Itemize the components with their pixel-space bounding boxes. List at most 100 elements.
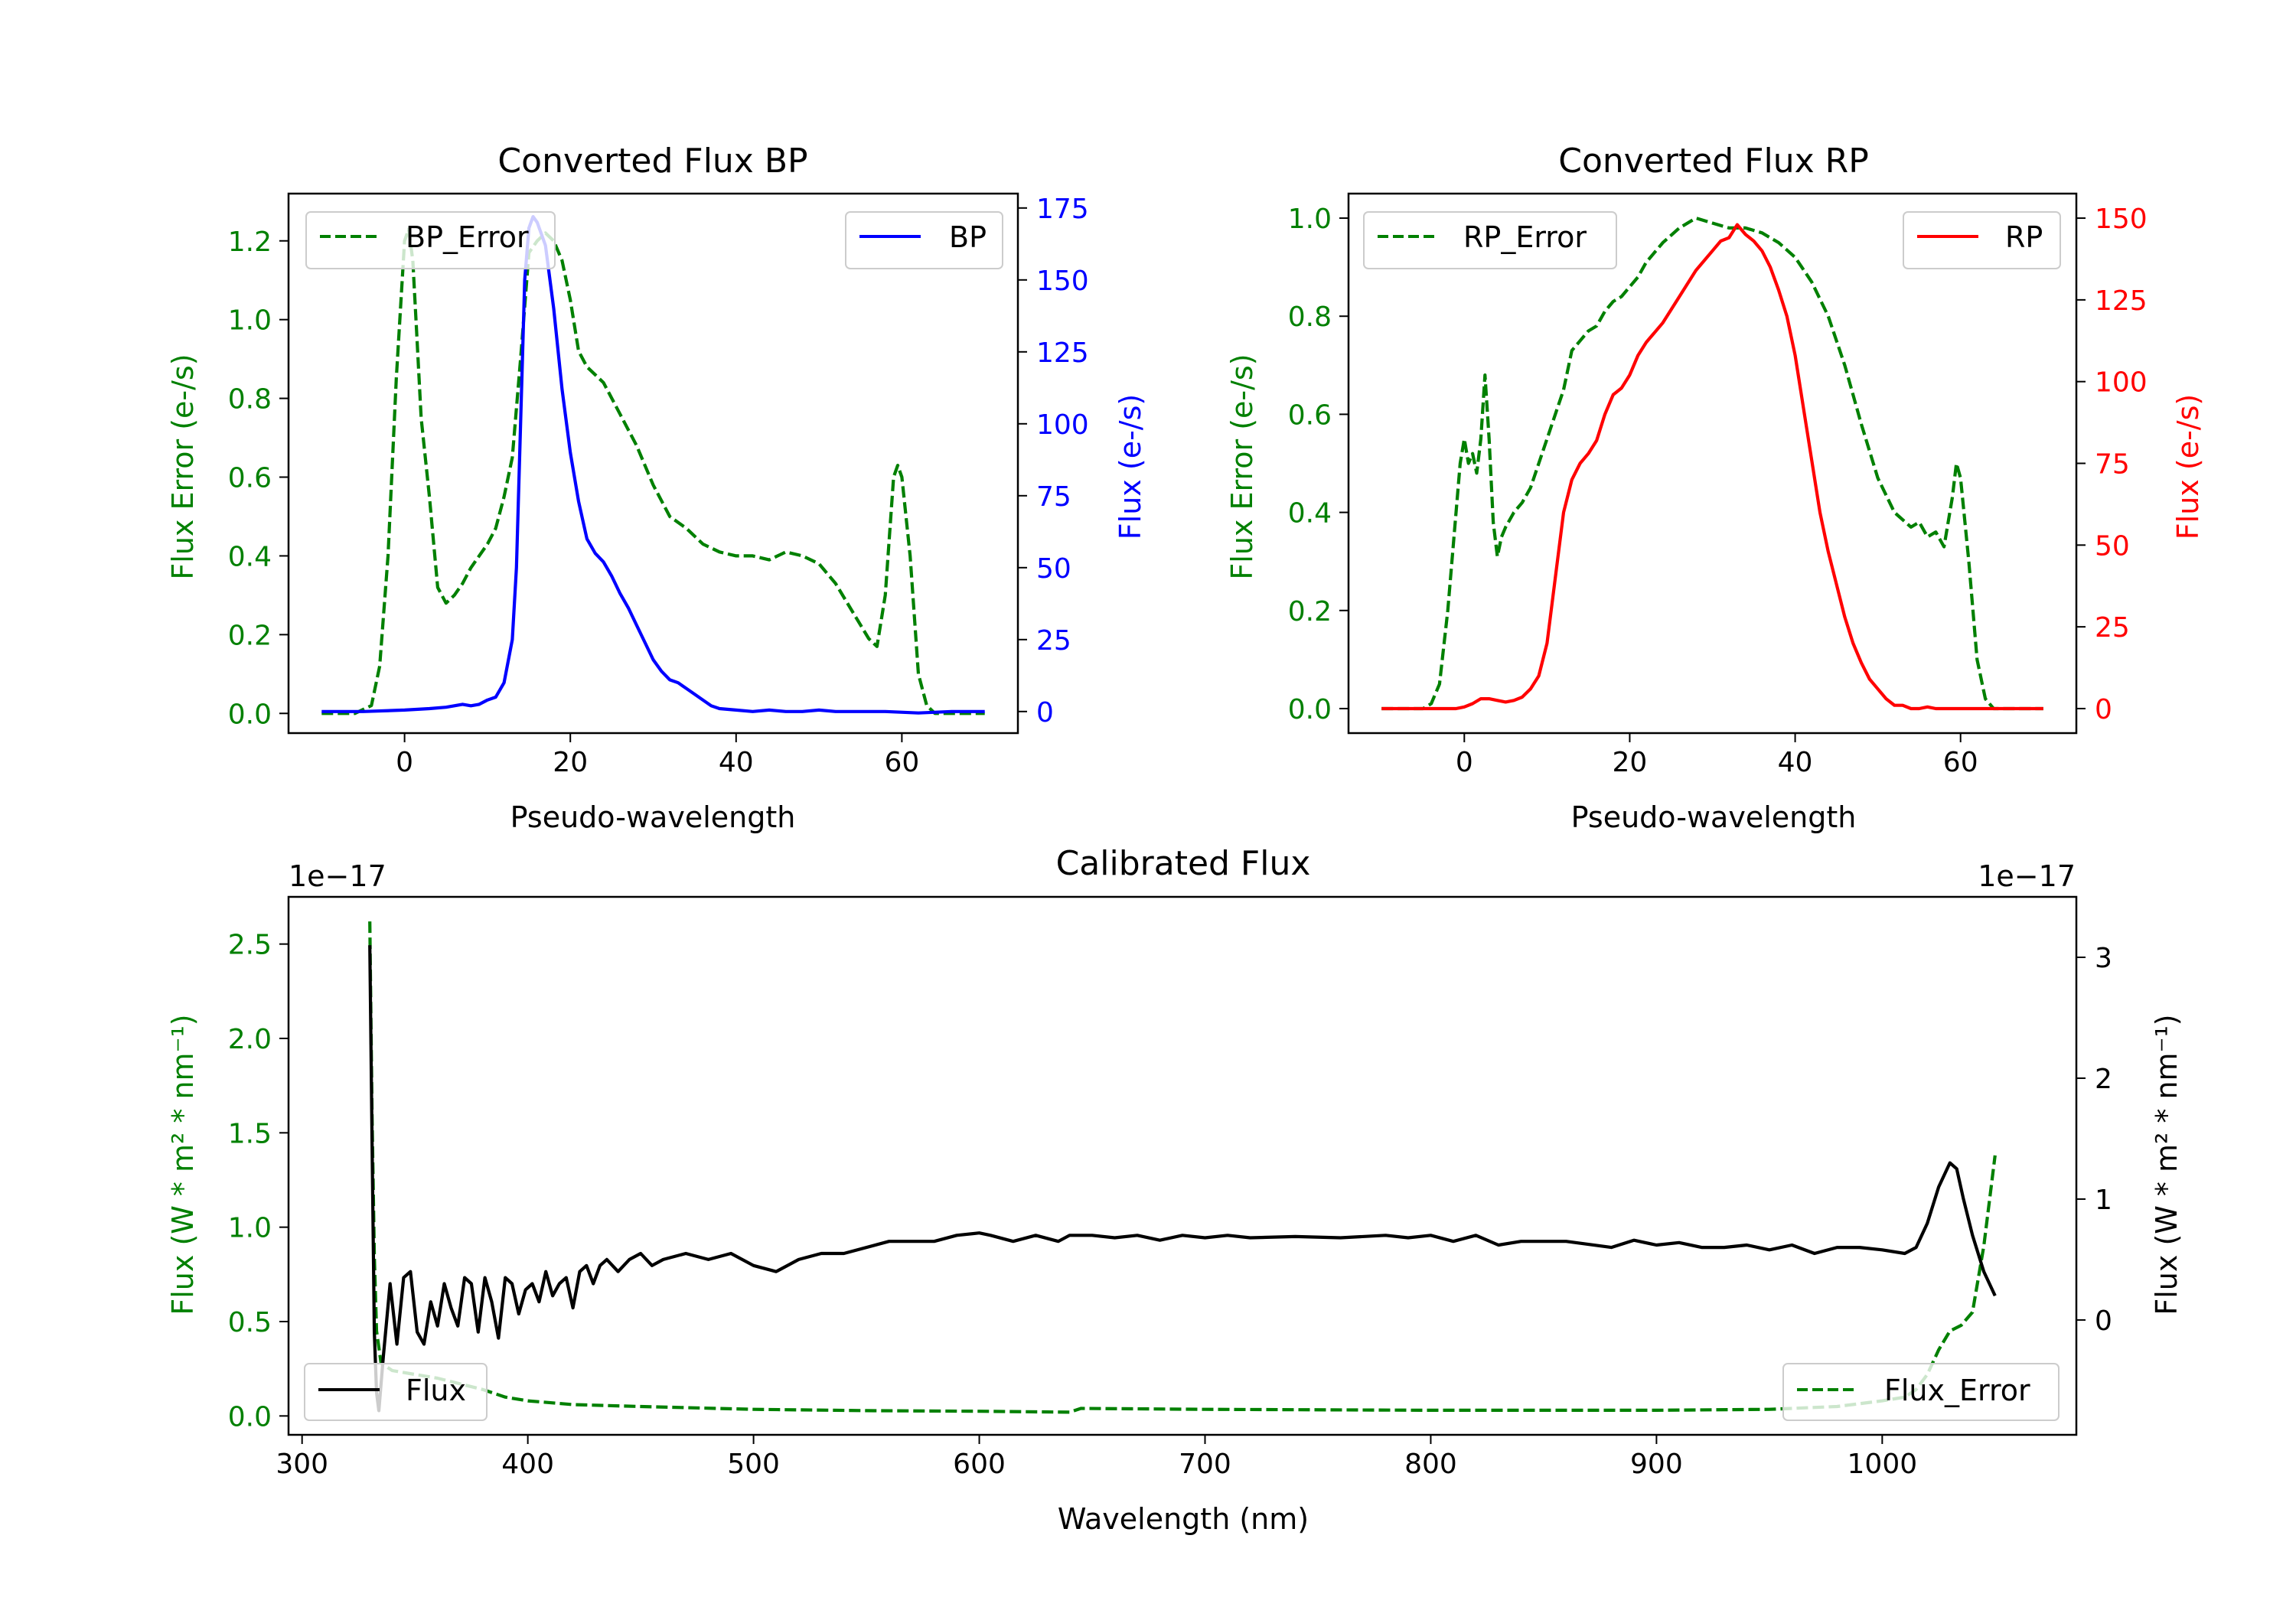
calibrated-right-y-tick-label: 0 [2095,1305,2112,1337]
rp-right-y-tick-label: 150 [2095,204,2148,235]
flux-error-legend-label: Flux_Error [1884,1374,2030,1407]
calibrated-x-tick-label: 300 [276,1449,328,1480]
rp-x-ticks: 0 20 40 60 [1456,733,1978,778]
calibrated-x-tick-label: 800 [1404,1449,1457,1480]
calibrated-x-tick-label: 1000 [1848,1449,1918,1480]
bp-x-tick-label: 40 [719,747,754,778]
bp-right-y-tick-label: 25 [1036,625,1071,657]
rp-right-y-tick-label: 125 [2095,285,2148,317]
bp-chart-title: Converted Flux BP [497,142,807,181]
bp-x-axis-label: Pseudo-wavelength [510,800,796,834]
rp-chart-title: Converted Flux RP [1558,142,1869,181]
bp-flux-legend-label: BP [949,220,987,254]
bp-axes-frame [287,192,1019,735]
series-line-rp-error [1381,216,2043,711]
calibrated-x-axis-label: Wavelength (nm) [1058,1502,1309,1536]
rp-left-y-axis-label: Flux Error (e-/s) [1225,354,1259,579]
calibrated-x-tick-label: 500 [727,1449,780,1480]
rp-left-y-tick-label: 0.8 [1288,302,1332,333]
calibrated-left-y-tick-label: 0.0 [228,1401,272,1433]
rp-x-tick-label: 40 [1778,747,1813,778]
calibrated-right-y-axis-label: Flux (W * m² * nm⁻¹) [2150,1014,2183,1315]
bp-x-tick-label: 0 [396,747,413,778]
calibrated-left-y-tick-label: 1.5 [228,1118,272,1149]
bp-left-y-tick-label: 1.0 [228,305,272,337]
rp-left-y-tick-label: 0.2 [1288,596,1332,627]
rp-error-legend-label: RP_Error [1463,220,1587,254]
calibrated-x-tick-label: 900 [1630,1449,1683,1480]
series-line-flux [368,945,1997,1413]
calibrated-right-y-tick-label: 2 [2095,1064,2112,1095]
calibrated-right-y-tick-label: 1 [2095,1185,2112,1216]
bp-right-y-ticks: 0 25 50 75 100 125 150 175 [1018,194,1089,729]
bp-error-legend[interactable]: BP_Error [305,211,556,269]
bp-left-y-axis-label: Flux Error (e-/s) [166,354,200,579]
calibrated-left-offset: 1e−17 [289,859,386,893]
calibrated-right-offset: 1e−17 [1978,859,2076,893]
bp-x-tick-label: 20 [553,747,588,778]
bp-right-y-tick-label: 125 [1036,337,1089,369]
bp-left-y-tick-label: 0.0 [228,699,272,730]
rp-right-y-axis-label: Flux (e-/s) [2171,394,2205,539]
bp-x-tick-label: 60 [884,747,919,778]
calibrated-chart-title: Calibrated Flux [1056,844,1311,883]
bp-right-y-axis-label: Flux (e-/s) [1114,394,1147,539]
bp-left-y-ticks: 0.0 0.2 0.4 0.6 0.8 1.0 1.2 [228,227,289,730]
calibrated-chart: Calibrated Flux 1e−17 1e−17 300 400 500 600… [166,844,2183,1536]
bp-right-y-tick-label: 100 [1036,409,1089,441]
bp-left-y-tick-label: 0.8 [228,384,272,416]
rp-error-legend[interactable]: RP_Error [1363,211,1617,269]
series-line-bp-error [321,227,985,715]
rp-left-y-tick-label: 1.0 [1288,204,1332,235]
rp-right-y-tick-label: 0 [2095,694,2112,725]
rp-right-y-tick-label: 100 [2095,367,2148,399]
calibrated-x-tick-label: 700 [1179,1449,1231,1480]
rp-x-axis-label: Pseudo-wavelength [1571,800,1857,834]
rp-flux-legend[interactable]: RP [1903,211,2061,269]
rp-x-tick-label: 0 [1456,747,1473,778]
calibrated-left-y-axis-label: Flux (W * m² * nm⁻¹) [166,1014,200,1315]
rp-right-y-tick-label: 50 [2095,530,2130,562]
bp-left-y-tick-label: 0.4 [228,541,272,572]
bp-right-y-tick-label: 175 [1036,194,1089,225]
flux-legend[interactable]: Flux [304,1363,488,1421]
bp-right-y-tick-label: 75 [1036,481,1071,513]
bp-right-y-tick-label: 0 [1036,697,1054,729]
rp-left-y-tick-label: 0.6 [1288,399,1332,431]
series-line-bp [321,215,985,715]
bp-x-ticks: 0 20 40 60 [396,733,919,778]
bp-left-y-tick-label: 1.2 [228,227,272,258]
rp-right-y-ticks: 0 25 50 75 100 125 150 [2076,204,2148,725]
rp-left-y-ticks: 0.0 0.2 0.4 0.6 0.8 1.0 [1288,204,1349,725]
calibrated-x-tick-label: 600 [953,1449,1006,1480]
calibrated-right-y-ticks: 0 1 2 3 [2076,943,2112,1337]
bp-chart: Converted Flux BP 0 20 40 60 0.00.20.40.60.… [166,142,1147,834]
calibrated-x-tick-label: 400 [501,1449,554,1480]
flux-legend-label: Flux [406,1374,466,1407]
flux-error-legend[interactable]: Flux_Error [1782,1363,2060,1421]
calibrated-left-y-tick-label: 1.0 [228,1213,272,1244]
rp-chart: Converted Flux RP 0 20 40 60 0.00.20.40.60.… [1225,142,2205,834]
bp-right-y-tick-label: 50 [1036,553,1071,585]
bp-left-y-tick-label: 0.6 [228,463,272,494]
bp-error-legend-label: BP_Error [406,220,529,254]
rp-left-y-tick-label: 0.0 [1288,694,1332,725]
calibrated-axes-frame [287,895,2078,1436]
calibrated-left-y-tick-label: 0.5 [228,1307,272,1338]
rp-right-y-tick-label: 25 [2095,612,2130,644]
rp-right-y-tick-label: 75 [2095,449,2130,481]
series-line-rp [1381,223,2043,711]
calibrated-left-y-tick-label: 2.0 [228,1024,272,1055]
rp-flux-legend-label: RP [2005,220,2043,254]
bp-left-y-tick-label: 0.2 [228,620,272,651]
bp-right-y-tick-label: 150 [1036,266,1089,297]
calibrated-x-ticks: 300 400 500 600 700 800 900 1000 [276,1435,1917,1480]
calibrated-right-y-tick-label: 3 [2095,943,2112,974]
rp-x-tick-label: 60 [1943,747,1978,778]
calibrated-left-y-tick-label: 2.5 [228,930,272,961]
bp-flux-legend[interactable]: BP [845,211,1003,269]
calibrated-left-y-ticks: 0.0 0.5 1.0 1.5 2.0 2.5 [228,930,289,1433]
rp-x-tick-label: 20 [1613,747,1648,778]
rp-left-y-tick-label: 0.4 [1288,498,1332,530]
